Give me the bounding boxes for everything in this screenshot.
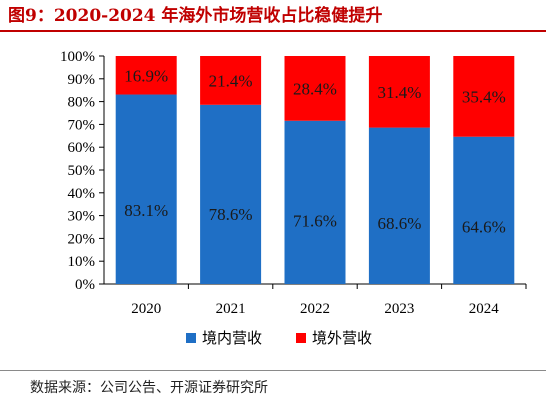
y-tick-label: 60%	[68, 140, 96, 156]
data-label-overseas: 21.4%	[209, 71, 253, 90]
data-label-overseas: 16.9%	[124, 66, 168, 85]
bar-domestic	[284, 120, 346, 284]
data-label-domestic: 64.6%	[462, 218, 506, 237]
y-tick-label: 50%	[68, 163, 96, 179]
y-tick-label: 0%	[75, 277, 95, 293]
data-label-overseas: 28.4%	[293, 79, 337, 98]
bar-domestic	[200, 104, 262, 285]
data-label-domestic: 83.1%	[124, 201, 168, 220]
bar-overseas	[453, 56, 515, 137]
y-tick-label: 30%	[68, 209, 96, 225]
y-tick-label: 10%	[68, 254, 96, 270]
data-label-domestic: 78.6%	[209, 205, 253, 224]
legend-domestic-swatch	[186, 333, 196, 343]
data-label-overseas: 31.4%	[377, 83, 421, 102]
y-tick-label: 70%	[68, 117, 96, 133]
legend-domestic-label: 境内营收	[202, 329, 262, 347]
bar-domestic	[115, 94, 177, 284]
bar-overseas	[368, 56, 430, 128]
data-label-domestic: 68.6%	[377, 214, 421, 233]
x-tick-label: 2020	[131, 301, 161, 317]
bar-overseas	[115, 56, 177, 95]
bar-domestic	[453, 136, 515, 284]
stacked-bar-chart: 0% 10% 20% 30% 40% 50% 60% 70% 80% 90% 100% 83.1% 16…	[60, 49, 527, 347]
source-divider	[0, 370, 546, 371]
bar-overseas	[200, 56, 262, 105]
y-tick-label: 80%	[68, 95, 96, 111]
x-tick-label: 2022	[300, 301, 330, 317]
y-tick-label: 20%	[68, 231, 96, 247]
y-tick-label: 90%	[68, 72, 96, 88]
legend-overseas-label: 境外营收	[312, 329, 372, 347]
x-tick-label: 2021	[216, 301, 246, 317]
data-label-domestic: 71.6%	[293, 211, 337, 230]
bar-overseas	[284, 56, 346, 121]
y-tick-label: 40%	[68, 186, 96, 202]
figure-title: 图9：2020-2024 年海外市场营收占比稳健提升	[8, 6, 383, 26]
x-tick-label: 2024	[469, 301, 500, 317]
legend-overseas-swatch	[296, 333, 306, 343]
title-underline	[0, 30, 546, 32]
data-label-overseas: 35.4%	[462, 87, 506, 106]
source-note: 数据来源：公司公告、开源证券研究所	[30, 380, 268, 396]
x-tick-label: 2023	[384, 301, 414, 317]
y-tick-label: 100%	[60, 49, 95, 65]
bar-domestic	[368, 127, 430, 284]
